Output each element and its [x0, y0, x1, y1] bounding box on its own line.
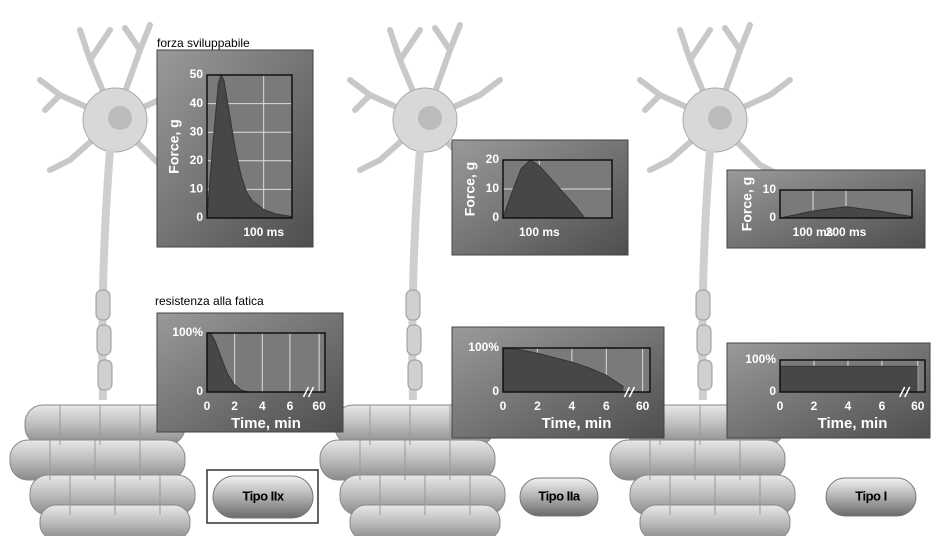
x-tick-label: 2: [811, 399, 818, 413]
x-tick-label: 2: [231, 399, 238, 413]
button-label: Tipo I: [855, 488, 886, 503]
x-tick-label: 6: [879, 399, 886, 413]
type-button[interactable]: Tipo I: [826, 478, 916, 516]
y-axis-label: Force, g: [462, 162, 478, 216]
y-tick-label: 100%: [468, 340, 499, 354]
button-label: Tipo IIa: [538, 488, 581, 503]
y-tick-label: 10: [190, 182, 204, 196]
y-tick-label: 0: [492, 210, 499, 224]
y-tick-label: 0: [492, 384, 499, 398]
y-tick-label: 50: [190, 67, 204, 81]
x-tick-label: 4: [569, 399, 576, 413]
x-tick-label: 60: [636, 399, 650, 413]
y-tick-label: 10: [763, 182, 777, 196]
y-tick-label: 0: [769, 210, 776, 224]
x-tick-label: 60: [911, 399, 925, 413]
y-tick-label: 100%: [745, 352, 776, 366]
y-tick-label: 40: [190, 96, 204, 110]
section-label: forza sviluppabile: [157, 36, 250, 50]
x-tick-label: 6: [287, 399, 294, 413]
y-tick-label: 0: [196, 384, 203, 398]
y-axis-label: Force, g: [166, 119, 182, 173]
section-label: resistenza alla fatica: [155, 294, 264, 308]
y-tick-label: 20: [190, 153, 204, 167]
x-axis-label: Time, min: [542, 415, 612, 432]
x-tick-label: 2: [534, 399, 541, 413]
y-tick-label: 30: [190, 124, 204, 138]
x-tick-label: 0: [204, 399, 211, 413]
button-label: Tipo IIx: [242, 488, 285, 503]
y-tick-label: 10: [486, 181, 500, 195]
area-fill: [780, 366, 918, 392]
x-tick-label: 0: [500, 399, 507, 413]
screen: forza sviluppabile resistenza alla fatic…: [0, 0, 932, 536]
x-tick-label: 4: [259, 399, 266, 413]
x-tick-label: 100 ms: [519, 225, 560, 239]
x-tick-label: 0: [777, 399, 784, 413]
x-tick-label: 60: [312, 399, 326, 413]
y-axis-label: Force, g: [739, 177, 755, 231]
neuron-illustration: [610, 25, 795, 536]
body: forza sviluppabile resistenza alla fatic…: [0, 0, 932, 536]
type-button[interactable]: Tipo IIa: [520, 478, 598, 516]
x-axis-label: Time, min: [818, 415, 888, 432]
neuron-illustration: [320, 25, 505, 536]
page: body { margin: 0; width: 932px; height: …: [0, 0, 932, 536]
x-tick-label: 200 ms: [826, 225, 867, 239]
y-tick-label: 0: [769, 384, 776, 398]
y-tick-label: 100%: [172, 325, 203, 339]
x-tick-label: 4: [845, 399, 852, 413]
x-tick-label: 6: [603, 399, 610, 413]
y-tick-label: 20: [486, 152, 500, 166]
x-axis-label: Time, min: [231, 415, 301, 432]
x-tick-label: 100 ms: [243, 225, 284, 239]
y-tick-label: 0: [196, 210, 203, 224]
type-button[interactable]: Tipo IIx: [213, 476, 313, 518]
